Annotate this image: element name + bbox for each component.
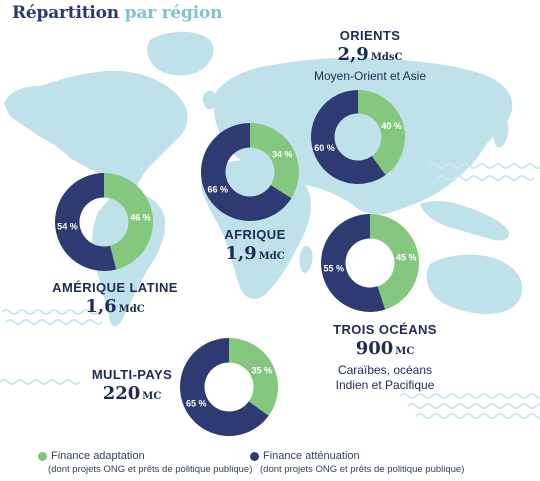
title-part-2: par région — [124, 3, 223, 23]
donut-slice-attenuation — [201, 122, 292, 221]
map-british-isles — [202, 90, 217, 110]
donut-slice-attenuation — [311, 90, 386, 184]
region-amount: 900 MC — [355, 338, 415, 359]
region-label-orients: ORIENTS 2,9 MdsC Moyen-Orient et Asie — [290, 28, 450, 84]
map-australia — [426, 254, 523, 314]
donut-slice-label: 45 % — [396, 252, 417, 262]
wave-line — [5, 319, 103, 325]
wave-line — [437, 175, 535, 181]
title-part-1: Répartition — [12, 3, 119, 23]
region-label-afrique: AFRIQUE 1,9 MdC — [200, 227, 310, 268]
donut-multi-pays: 35 % 65 % — [180, 338, 279, 437]
donut-afrique: 34 % 66 % — [201, 122, 299, 221]
donut-slice-adaptation — [229, 338, 279, 416]
donut-slice-label: 35 % — [251, 365, 272, 375]
legend-attenuation: Finance atténuation (dont projets ONG et… — [250, 449, 464, 477]
donut-slice-label: 40 % — [381, 121, 402, 131]
region-name: ORIENTS — [339, 28, 401, 43]
region-label-amerique-latine: AMÉRIQUE LATINE 1,6 MdC — [30, 280, 200, 321]
region-amount: 1,9 MdC — [225, 243, 285, 264]
donut-slice-label: 55 % — [323, 264, 344, 274]
wave-line — [1, 309, 99, 315]
decorative-waves — [0, 163, 540, 419]
donut-slice-label: 60 % — [314, 143, 335, 153]
donut-slice-label: 65 % — [186, 399, 207, 409]
region-label-trois-oceans: TROIS OCÉANS 900 MC Caraïbes, océans Indi… — [310, 322, 460, 393]
legend-label: Finance atténuation — [263, 450, 360, 462]
donut-amerique-latine: 46 % 54 % — [54, 173, 153, 271]
wave-line — [399, 393, 540, 399]
legend-swatch-adaptation — [38, 451, 47, 461]
map-madagascar — [299, 245, 313, 273]
donut-slice-attenuation — [54, 173, 117, 271]
wave-line — [415, 413, 540, 419]
region-name: AFRIQUE — [224, 227, 286, 242]
region-label-multi-pays: MULTI-PAYS 220 MC — [82, 367, 182, 408]
map-north-america — [4, 70, 188, 188]
region-name: TROIS OCÉANS — [333, 322, 437, 337]
donut-orients: 40 % 60 % — [311, 90, 405, 184]
page-title: Répartition par région — [12, 3, 222, 23]
donut-slice-label: 66 % — [208, 185, 229, 195]
donut-slice-adaptation — [358, 90, 405, 176]
wave-line — [407, 403, 540, 409]
donut-trois-oceans: 45 % 55 % — [320, 214, 419, 312]
donut-slice-adaptation — [104, 173, 153, 270]
donut-slice-adaptation — [250, 123, 299, 199]
region-amount: 2,9 MdsC — [337, 44, 403, 65]
region-name: AMÉRIQUE LATINE — [52, 280, 178, 295]
region-subtitle: Caraïbes, océans Indien et Pacifique — [335, 363, 435, 392]
donut-slice-attenuation — [320, 214, 386, 312]
wave-line — [0, 379, 81, 385]
map-greenland — [147, 31, 214, 76]
map-southeast-asia — [420, 201, 510, 241]
donut-slice-attenuation — [180, 338, 269, 437]
legend-note: (dont projets ONG et prêts de politique … — [260, 464, 465, 475]
legend-label: Finance adaptation — [51, 450, 145, 462]
legend-note: (dont projets ONG et prêts de politique … — [48, 464, 253, 475]
region-name: MULTI-PAYS — [91, 367, 173, 382]
donut-slice-label: 34 % — [272, 149, 293, 159]
region-subtitle: Moyen-Orient et Asie — [313, 69, 427, 83]
donut-slice-label: 54 % — [57, 222, 78, 232]
legend-swatch-attenuation — [250, 451, 259, 461]
legend-adaptation: Finance adaptation (dont projets ONG et … — [38, 449, 252, 477]
region-amount: 220 MC — [102, 383, 162, 404]
donut-slice-adaptation — [370, 214, 419, 310]
map-japan — [493, 116, 509, 148]
wave-line — [429, 163, 540, 169]
donut-slice-label: 46 % — [130, 212, 151, 222]
region-amount: 1,6 MdC — [85, 296, 145, 317]
